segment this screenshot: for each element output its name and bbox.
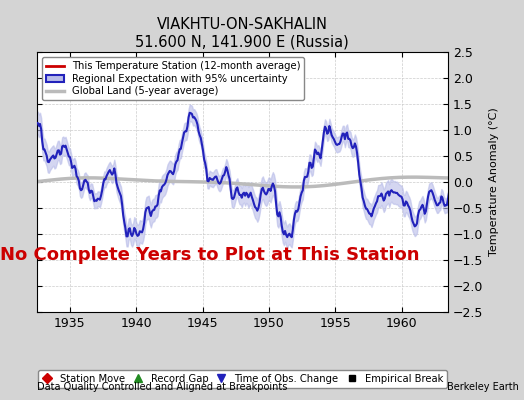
- Text: Berkeley Earth: Berkeley Earth: [447, 382, 519, 392]
- Text: No Complete Years to Plot at This Station: No Complete Years to Plot at This Statio…: [0, 246, 419, 264]
- Text: Data Quality Controlled and Aligned at Breakpoints: Data Quality Controlled and Aligned at B…: [37, 382, 287, 392]
- Legend: Station Move, Record Gap, Time of Obs. Change, Empirical Break: Station Move, Record Gap, Time of Obs. C…: [38, 370, 447, 388]
- Title: VIAKHTU-ON-SAKHALIN
51.600 N, 141.900 E (Russia): VIAKHTU-ON-SAKHALIN 51.600 N, 141.900 E …: [136, 17, 349, 50]
- Y-axis label: Temperature Anomaly (°C): Temperature Anomaly (°C): [489, 108, 499, 256]
